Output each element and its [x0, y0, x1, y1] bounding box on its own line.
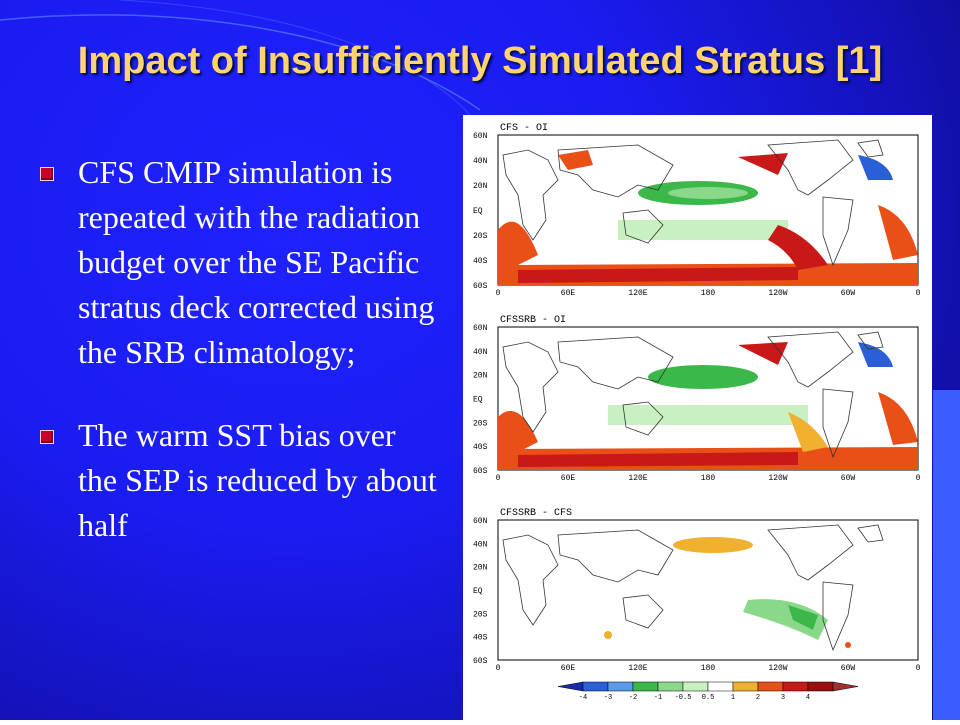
panel-title: CFS - OI [500, 123, 548, 134]
bullet-item: CFS CMIP simulation is repeated with the… [40, 150, 440, 375]
lat-tick-label: 20S [473, 419, 488, 428]
colorbar-label: 3 [781, 694, 785, 702]
lon-tick-label: 0 [496, 289, 501, 298]
lon-tick-label: 120E [628, 664, 647, 673]
colorbar-segment [707, 681, 734, 692]
lat-tick-label: 40S [473, 443, 488, 452]
lon-tick-label: 60E [561, 474, 576, 483]
lat-tick-label: 40N [473, 157, 488, 166]
latitude-tick-labels: 60N 40N 20N EQ 20S 40S 60S 60N 40N 20N EQ 20S 40S 60S… [473, 132, 488, 666]
bullet-item: The warm SST bias over the SEP is reduce… [40, 413, 440, 548]
colorbar-label: -3 [604, 694, 612, 702]
colorbar-segment [682, 681, 709, 692]
longitude-tick-labels: 0 60E 120E 180 120W 60W 0 0 60E 120E 180 120W 60W 0 0 6… [496, 289, 921, 673]
colorbar-label: -4 [579, 694, 587, 702]
lon-tick-label: 60W [841, 664, 856, 673]
colorbar-segment [807, 681, 834, 692]
lon-tick-label: 0 [916, 474, 921, 483]
lat-tick-label: 40S [473, 257, 488, 266]
lat-tick-label: 20N [473, 564, 488, 573]
lon-tick-label: 180 [701, 474, 716, 483]
decorative-right-bar [933, 390, 960, 720]
lat-tick-label: 40S [473, 634, 488, 643]
lon-tick-label: 0 [496, 474, 501, 483]
lon-tick-label: 120W [768, 664, 787, 673]
lon-tick-label: 60E [561, 664, 576, 673]
colorbar-segment [757, 681, 784, 692]
colorbar: -4 -3 -2 -1 -0.5 0.5 1 2 3 4 [557, 681, 859, 702]
lon-tick-label: 60E [561, 289, 576, 298]
colorbar-segment [732, 681, 759, 692]
colorbar-segment [657, 681, 684, 692]
bullet-marker-icon [40, 430, 54, 444]
colorbar-label: -2 [629, 694, 637, 702]
lon-tick-label: 120W [768, 474, 787, 483]
bullet-text: The warm SST bias over the SEP is reduce… [78, 417, 437, 543]
lat-tick-label: 60S [473, 467, 488, 476]
colorbar-segment [582, 681, 609, 692]
colorbar-segment [782, 681, 809, 692]
lon-tick-label: 120E [628, 289, 647, 298]
colorbar-label: 4 [806, 694, 810, 702]
lat-tick-label: 40N [473, 540, 488, 549]
lon-tick-label: 60W [841, 474, 856, 483]
bullet-text: CFS CMIP simulation is repeated with the… [78, 154, 435, 370]
lat-tick-label: 60S [473, 282, 488, 291]
lat-tick-label: 60N [473, 324, 488, 333]
panel-title: CFSSRB - OI [500, 315, 566, 326]
lon-tick-label: 60W [841, 289, 856, 298]
lat-tick-label: 20S [473, 610, 488, 619]
panel-title: CFSSRB - CFS [500, 508, 572, 519]
lat-tick-label: 60S [473, 657, 488, 666]
lon-tick-label: 120E [628, 474, 647, 483]
sst-bias-figure: CFS - OI CFSSRB - OI CFSSRB - CFS [463, 115, 932, 720]
map-panel-cfssrb-oi [497, 326, 919, 471]
bullet-list: CFS CMIP simulation is repeated with the… [40, 150, 440, 548]
lat-tick-label: 20N [473, 182, 488, 191]
lon-tick-label: 0 [916, 664, 921, 673]
colorbar-label: -1 [654, 694, 662, 702]
lon-tick-label: 0 [916, 289, 921, 298]
colorbar-label: 1 [731, 694, 735, 702]
slide-title: Impact of Insufficiently Simulated Strat… [77, 40, 883, 82]
colorbar-segment [557, 681, 584, 692]
lat-tick-label: EQ [473, 587, 483, 596]
map-panel-cfs-oi [497, 134, 919, 286]
colorbar-segment [607, 681, 634, 692]
lon-tick-label: 180 [701, 664, 716, 673]
lat-tick-label: 20S [473, 232, 488, 241]
map-panel-cfssrb-cfs [497, 519, 919, 661]
lon-tick-label: 120W [768, 289, 787, 298]
lon-tick-label: 180 [701, 289, 716, 298]
lon-tick-label: 0 [496, 664, 501, 673]
colorbar-label: 0.5 [702, 694, 715, 702]
bullet-marker-icon [40, 167, 54, 181]
colorbar-segment [632, 681, 659, 692]
lat-tick-label: EQ [473, 207, 483, 216]
colorbar-segment [832, 681, 859, 692]
lat-tick-label: 40N [473, 348, 488, 357]
lat-tick-label: 60N [473, 132, 488, 141]
lat-tick-label: EQ [473, 396, 483, 405]
colorbar-label: -0.5 [675, 694, 692, 702]
colorbar-label: 2 [756, 694, 760, 702]
lat-tick-label: 60N [473, 517, 488, 526]
lat-tick-label: 20N [473, 372, 488, 381]
